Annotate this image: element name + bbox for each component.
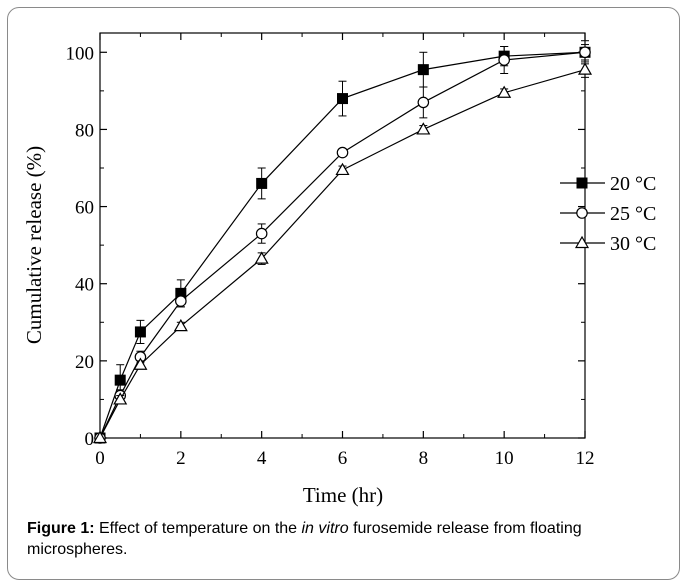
legend: 20 °C 25 °C 30 °C — [560, 173, 656, 255]
data-point — [417, 96, 430, 109]
data-point — [175, 295, 187, 307]
data-point — [335, 162, 350, 176]
x-tick-label: 0 — [95, 448, 105, 469]
caption-text-after: furosemide release from floating microsp… — [27, 520, 582, 558]
data-point — [498, 54, 510, 66]
data-point — [336, 146, 349, 159]
data-point — [417, 64, 429, 76]
data-point — [337, 93, 348, 105]
data-point — [579, 46, 591, 59]
legend-item: 25 °C — [560, 203, 656, 225]
data-point — [254, 251, 269, 264]
figure-caption: Figure 1: Effect of temperature on the i… — [27, 518, 667, 560]
legend-label: 30 °C — [610, 233, 656, 255]
x-tick-label: 8 — [419, 448, 429, 469]
data-point — [256, 177, 268, 189]
data-point — [577, 62, 593, 75]
data-point — [255, 227, 268, 240]
caption-text-before: Effect of temperature on the — [94, 520, 302, 537]
legend-marker — [576, 177, 588, 189]
legend-marker — [574, 235, 590, 249]
y-tick-label: 60 — [75, 198, 94, 219]
data-point — [113, 392, 128, 405]
y-tick-label: 20 — [75, 352, 94, 373]
x-tick-label: 4 — [257, 448, 267, 469]
data-point — [497, 85, 512, 98]
data-point — [416, 122, 431, 135]
y-tick-label: 40 — [75, 275, 94, 296]
x-tick-label: 2 — [176, 448, 186, 469]
legend-label: 20 °C — [610, 173, 656, 195]
data-point — [133, 357, 148, 370]
data-point — [173, 318, 188, 332]
series-line — [99, 69, 586, 439]
axes: 0 2 4 6 8 10 12 0 20 40 60 80 100 — [66, 32, 595, 469]
y-tick-label: 100 — [66, 43, 95, 64]
legend-label: 25 °C — [610, 203, 656, 225]
legend-item: 20 °C — [560, 173, 656, 195]
data-point — [92, 430, 108, 444]
y-axis-title: Cumulative release (%) — [22, 146, 46, 344]
data-point — [134, 326, 146, 338]
x-tick-label: 10 — [495, 448, 514, 469]
caption-label: Figure 1: — [27, 520, 95, 537]
legend-marker — [576, 207, 588, 219]
x-axis-title: Time (hr) — [303, 483, 383, 507]
series-layer — [92, 40, 593, 444]
y-tick-label: 80 — [75, 120, 94, 141]
series-3 — [92, 61, 593, 444]
caption-italic: in vitro — [301, 520, 349, 537]
x-tick-label: 6 — [338, 448, 348, 469]
data-point — [114, 374, 126, 386]
legend-item: 30 °C — [560, 233, 656, 255]
series-1 — [94, 40, 591, 444]
x-tick-label: 12 — [576, 448, 595, 469]
line-chart: 0 2 4 6 8 10 12 0 20 40 60 80 100 20 °C 25 °C 30 °C Ti… — [22, 32, 656, 507]
y-tick-label: 0 — [85, 429, 95, 450]
